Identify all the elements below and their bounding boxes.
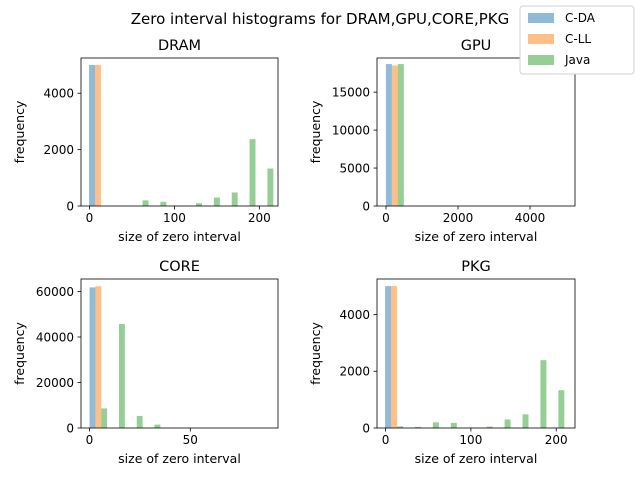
bar-java <box>213 197 220 206</box>
y-tick-label: 5000 <box>339 162 370 176</box>
legend-label-c-ll: C-LL <box>565 32 591 46</box>
y-tick-label: 2000 <box>339 365 370 379</box>
x-tick-label: 4000 <box>515 211 546 225</box>
bar-java <box>397 64 404 206</box>
bar-java <box>486 426 493 428</box>
legend-label-java: Java <box>564 53 590 67</box>
y-tick-label: 0 <box>362 200 370 214</box>
subplot-title: CORE <box>159 259 200 275</box>
y-axis-label: frequency <box>12 322 27 385</box>
bar-java <box>522 414 529 428</box>
y-axis-label: frequency <box>12 100 27 163</box>
x-tick-label: 200 <box>248 211 271 225</box>
bar-java <box>267 168 274 206</box>
subplot-core: 0 50 0 20000 40000 60000 CORE size of zero inte… <box>12 259 279 466</box>
bar-java <box>136 415 143 428</box>
x-tick-label: 200 <box>545 433 568 447</box>
bar-c-ll <box>95 286 102 428</box>
bar-java <box>504 419 511 428</box>
x-axis-label: size of zero interval <box>415 229 538 244</box>
y-axis-label: frequency <box>308 100 323 163</box>
subplot-title: PKG <box>461 259 491 275</box>
bar-java <box>142 200 149 206</box>
x-tick-label: 0 <box>382 211 390 225</box>
bar-c-da <box>89 65 96 206</box>
figure-suptitle: Zero interval histograms for DRAM,GPU,CO… <box>131 10 509 28</box>
bar-java <box>432 422 439 428</box>
legend-swatch-c-da <box>528 13 554 23</box>
bar-java <box>196 203 202 206</box>
y-axis-label: frequency <box>308 322 323 385</box>
bar-java <box>119 324 125 428</box>
subplot-title: GPU <box>461 38 492 54</box>
legend-swatch-c-ll <box>528 34 554 44</box>
legend: C-DA C-LL Java <box>519 5 635 75</box>
bar-java <box>397 426 404 428</box>
y-tick-label: 2000 <box>43 143 74 157</box>
subplot-title: DRAM <box>158 38 201 54</box>
plot-frame <box>80 57 279 207</box>
plot-frame <box>376 57 576 207</box>
x-tick-label: 100 <box>459 433 482 447</box>
legend-swatch-java <box>528 55 554 65</box>
bar-java <box>154 424 161 428</box>
y-tick-label: 40000 <box>36 331 74 345</box>
x-tick-label: 0 <box>86 211 94 225</box>
bar-java <box>231 192 238 206</box>
bar-java <box>558 390 565 428</box>
y-tick-label: 60000 <box>36 285 74 299</box>
plot-frame <box>376 278 576 429</box>
x-tick-label: 2000 <box>443 211 474 225</box>
bar-java <box>249 139 256 206</box>
bar-java <box>450 422 457 428</box>
bar-c-da <box>385 286 392 428</box>
y-tick-label: 0 <box>66 200 74 214</box>
bar-java <box>101 408 108 428</box>
x-tick-label: 100 <box>163 211 186 225</box>
y-tick-label: 10000 <box>332 124 370 138</box>
y-tick-label: 15000 <box>332 86 370 100</box>
x-axis-label: size of zero interval <box>415 451 538 466</box>
bar-java <box>414 426 421 428</box>
legend-label-c-da: C-DA <box>565 11 596 25</box>
bar-c-ll <box>391 65 398 206</box>
bar-java <box>540 360 547 428</box>
y-tick-label: 20000 <box>36 376 74 390</box>
bar-c-da <box>89 287 96 428</box>
x-tick-label: 0 <box>382 433 390 447</box>
subplot-gpu: 0 2000 4000 0 5000 10000 15000 GPU size of zero … <box>308 38 576 244</box>
bar-java <box>160 201 167 206</box>
y-tick-label: 4000 <box>339 308 370 322</box>
bar-c-ll <box>391 286 398 428</box>
y-tick-label: 0 <box>66 422 74 436</box>
plot-frame <box>80 278 279 429</box>
x-tick-label: 50 <box>183 433 198 447</box>
bar-c-ll <box>95 65 101 206</box>
x-axis-label: size of zero interval <box>118 451 241 466</box>
y-tick-label: 0 <box>362 422 370 436</box>
y-tick-label: 4000 <box>43 87 74 101</box>
bar-c-da <box>385 64 392 206</box>
x-tick-label: 0 <box>86 433 94 447</box>
x-axis-label: size of zero interval <box>118 229 241 244</box>
